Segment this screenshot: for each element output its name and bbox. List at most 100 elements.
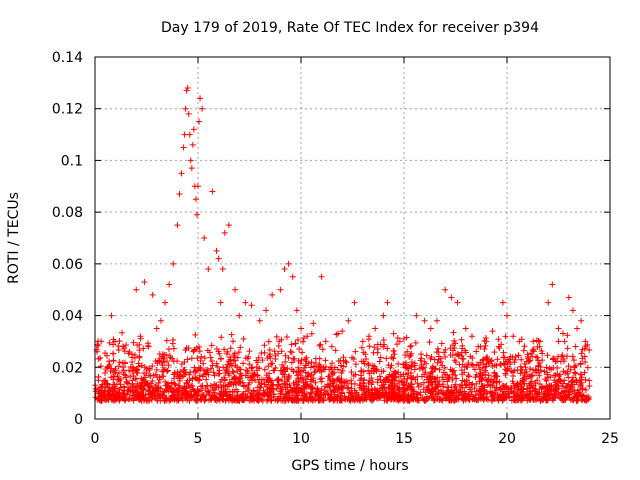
data-point — [226, 379, 233, 386]
data-point — [407, 343, 414, 350]
data-point — [161, 358, 168, 365]
data-point — [170, 375, 177, 382]
data-point — [277, 390, 284, 397]
data-point — [181, 371, 188, 378]
data-point — [193, 345, 200, 352]
data-point — [162, 378, 169, 385]
data-point — [149, 291, 156, 298]
data-point — [282, 358, 289, 365]
data-point — [338, 362, 345, 369]
data-point — [184, 85, 191, 92]
data-point — [459, 345, 466, 352]
data-point — [476, 387, 483, 394]
data-point — [537, 364, 544, 371]
data-point — [183, 87, 190, 94]
data-point — [282, 366, 289, 373]
data-point — [376, 387, 383, 394]
data-point — [348, 377, 355, 384]
data-point — [388, 354, 395, 361]
data-point — [534, 391, 541, 398]
data-point — [188, 355, 195, 362]
data-point — [428, 386, 435, 393]
data-point — [108, 312, 115, 319]
data-point — [95, 374, 102, 381]
data-point — [411, 388, 418, 395]
data-point — [164, 358, 171, 365]
data-point — [580, 393, 587, 400]
data-point — [367, 396, 374, 403]
data-point — [351, 380, 358, 387]
data-point — [506, 390, 513, 397]
data-point — [545, 299, 552, 306]
data-point — [465, 395, 472, 402]
data-point — [494, 356, 501, 363]
data-point — [433, 317, 440, 324]
data-point — [163, 337, 170, 344]
data-point — [240, 335, 247, 342]
data-point — [138, 388, 145, 395]
data-point — [425, 379, 432, 386]
data-point — [211, 396, 218, 403]
data-point — [459, 355, 466, 362]
data-point — [529, 393, 536, 400]
data-point — [99, 381, 106, 388]
data-point — [215, 370, 222, 377]
data-point — [192, 196, 199, 203]
data-point — [564, 353, 571, 360]
data-point — [148, 392, 155, 399]
data-point — [158, 355, 165, 362]
data-point — [181, 131, 188, 138]
y-axis-label: ROTI / TECUs — [6, 192, 22, 284]
data-point — [340, 382, 347, 389]
data-point — [176, 372, 183, 379]
data-point — [529, 385, 536, 392]
data-point — [338, 377, 345, 384]
data-point — [266, 351, 273, 358]
data-point — [504, 312, 510, 319]
data-point — [154, 374, 161, 381]
data-point — [149, 362, 156, 369]
data-point — [134, 342, 141, 349]
data-point — [510, 333, 517, 340]
data-point — [497, 386, 504, 393]
data-point — [217, 299, 224, 306]
data-point — [143, 380, 150, 387]
data-point — [226, 372, 233, 379]
data-point — [477, 370, 484, 377]
data-point — [533, 353, 540, 360]
y-tick-label: 0.1 — [61, 153, 83, 169]
data-point — [333, 382, 340, 389]
data-point — [293, 369, 300, 376]
data-point — [458, 367, 465, 374]
data-point — [552, 385, 559, 392]
data-point — [236, 366, 243, 373]
data-point — [325, 373, 332, 380]
data-point — [327, 394, 334, 401]
data-point — [360, 380, 367, 387]
data-point — [395, 397, 402, 404]
data-point — [311, 363, 318, 370]
data-point — [471, 385, 478, 392]
data-point — [459, 377, 466, 384]
data-point — [539, 350, 546, 357]
data-point — [359, 344, 366, 351]
data-point — [395, 385, 402, 392]
data-point — [448, 383, 455, 390]
data-point — [258, 376, 265, 383]
data-point — [457, 382, 464, 389]
data-point — [409, 381, 416, 388]
data-point — [495, 396, 502, 403]
data-point — [317, 341, 324, 348]
data-point — [539, 396, 546, 403]
data-point — [424, 396, 431, 403]
data-point — [563, 383, 570, 390]
data-point — [255, 379, 262, 386]
data-point — [102, 377, 109, 384]
data-point — [93, 385, 100, 392]
data-point — [555, 382, 562, 389]
data-point — [320, 366, 327, 373]
data-point — [259, 357, 266, 364]
data-point — [334, 366, 341, 373]
data-point — [510, 373, 517, 380]
data-point — [440, 369, 447, 376]
